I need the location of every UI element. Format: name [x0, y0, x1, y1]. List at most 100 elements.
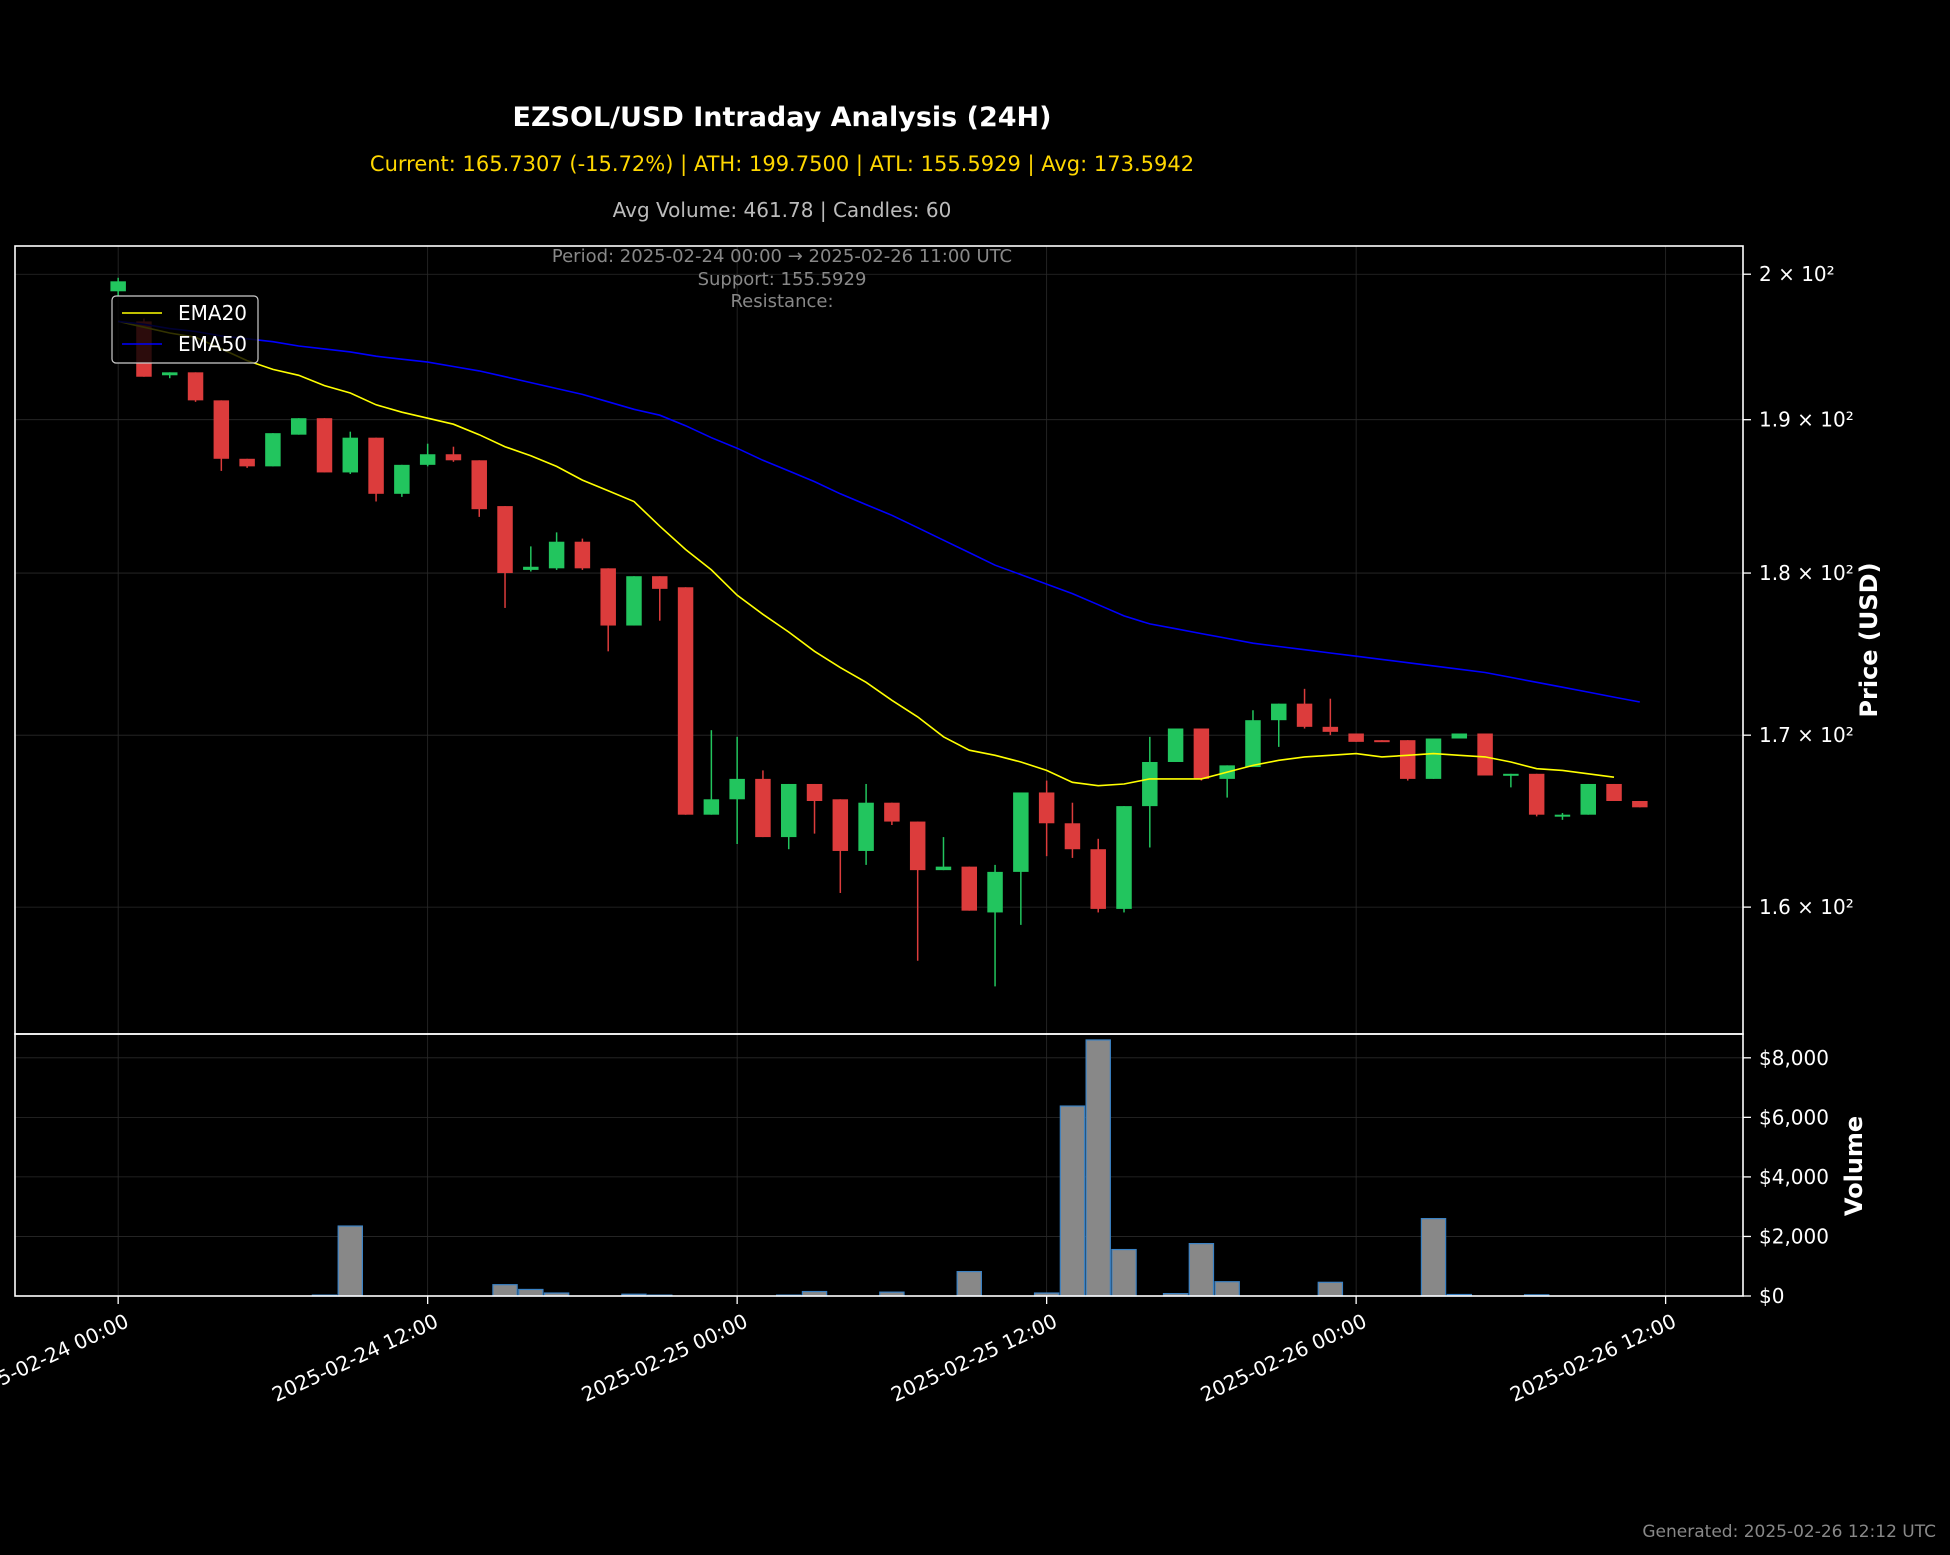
- candle: [394, 464, 410, 497]
- candle-body: [652, 576, 668, 589]
- candle-body: [1528, 773, 1545, 815]
- candle: [1322, 698, 1339, 736]
- volume-bar: [1214, 1281, 1240, 1297]
- candle-body: [1606, 783, 1622, 801]
- candle-body: [858, 802, 874, 851]
- candle-body: [239, 458, 255, 467]
- candle-body: [497, 506, 513, 574]
- candle: [342, 431, 359, 474]
- candle: [1554, 812, 1571, 820]
- candle: [265, 433, 281, 467]
- candle-body: [961, 866, 978, 911]
- candle: [1399, 740, 1416, 781]
- candle-body: [1425, 738, 1442, 779]
- candle: [858, 783, 874, 865]
- candle-body: [1013, 792, 1029, 872]
- candle-body: [626, 576, 642, 626]
- x-tick-label: 2025-02-25 12:00: [887, 1309, 1060, 1407]
- volume-bars: [311, 1039, 1550, 1297]
- candle: [1167, 728, 1184, 762]
- price-y-tick-label: 1.7 × 10²: [1759, 723, 1854, 747]
- volume-y-tick-label: $8,000: [1759, 1046, 1829, 1070]
- candle: [574, 538, 591, 570]
- candle-body: [1271, 703, 1287, 721]
- ema20-line: [118, 320, 1615, 787]
- x-axis: 2025-02-24 00:00 2025-02-24 12:00 2025-02-…: [0, 1296, 1680, 1407]
- candle-body: [1038, 792, 1055, 824]
- x-tick-label: 2025-02-25 00:00: [578, 1309, 751, 1407]
- candle: [703, 730, 720, 815]
- candle: [1245, 710, 1261, 768]
- candle: [471, 460, 487, 517]
- candle-body: [1090, 849, 1106, 909]
- candle: [600, 568, 616, 652]
- volume-bar: [492, 1284, 518, 1297]
- ema-lines: [118, 320, 1640, 787]
- candle-body: [1348, 733, 1364, 742]
- candle-body: [1580, 783, 1596, 815]
- legend: EMA20 EMA50: [111, 295, 259, 364]
- candle: [884, 802, 900, 826]
- candle: [1296, 688, 1313, 729]
- candle: [626, 576, 642, 626]
- volume-bar: [1188, 1242, 1215, 1297]
- price-y-tick-label: 1.9 × 10²: [1759, 408, 1854, 432]
- price-axis-label: Price (USD): [1855, 562, 1883, 717]
- candle: [1528, 773, 1545, 817]
- x-tick-label: 2025-02-26 00:00: [1197, 1309, 1370, 1407]
- candle-body: [1322, 726, 1339, 732]
- candle: [1116, 806, 1132, 913]
- candle-body: [162, 372, 178, 376]
- candle-body: [419, 454, 436, 465]
- candle: [729, 736, 745, 845]
- candle-body: [935, 866, 952, 871]
- candle-body: [213, 400, 230, 459]
- candle-body: [368, 437, 384, 494]
- candle-body: [832, 799, 849, 851]
- candle: [806, 783, 823, 834]
- candle-body: [780, 783, 797, 838]
- candle: [1503, 773, 1519, 788]
- generated-timestamp: Generated: 2025-02-26 12:12 UTC: [1642, 1522, 1936, 1542]
- volume-y-tick-label: $2,000: [1759, 1224, 1829, 1248]
- candle: [1090, 838, 1106, 913]
- candle: [652, 576, 668, 621]
- candle-body: [884, 802, 900, 822]
- candle-body: [574, 541, 591, 569]
- candle: [110, 277, 126, 296]
- x-tick-label: 2025-02-24 00:00: [0, 1309, 132, 1407]
- candle-body: [471, 460, 487, 510]
- volume-bar: [1111, 1248, 1137, 1297]
- candle: [909, 821, 926, 961]
- price-y-tick-label: 2 × 10²: [1759, 262, 1835, 286]
- candle: [1374, 740, 1390, 743]
- volume-bar: [337, 1225, 364, 1297]
- candle-body: [1193, 728, 1210, 779]
- candle-body: [316, 418, 333, 473]
- candle: [1271, 703, 1287, 747]
- candle-body: [1064, 823, 1081, 850]
- volume-bar: [1085, 1039, 1111, 1297]
- candle: [1013, 792, 1029, 925]
- candle: [935, 837, 952, 871]
- candle-body: [987, 871, 1003, 913]
- candle: [187, 372, 204, 402]
- legend-label-ema50: EMA50: [178, 332, 247, 356]
- volume-axis-label: Volume: [1840, 1116, 1868, 1216]
- candle: [548, 532, 565, 570]
- candle-body: [1245, 720, 1261, 768]
- price-y-tick-label: 1.6 × 10²: [1759, 895, 1854, 919]
- candle-body: [1632, 800, 1648, 808]
- candle-body: [755, 778, 771, 838]
- price-panel-frame: [14, 245, 1744, 1035]
- candle: [987, 864, 1003, 987]
- volume-bar: [1059, 1105, 1086, 1297]
- candle-body: [1554, 814, 1571, 817]
- candle-body: [1399, 740, 1416, 779]
- resistance-annotation: Resistance:: [730, 291, 833, 312]
- volume-panel-frame: [14, 1033, 1744, 1297]
- candle-body: [523, 566, 539, 570]
- stats-line: Current: 165.7307 (-15.72%) | ATH: 199.7…: [370, 152, 1194, 177]
- candle-body: [290, 418, 307, 435]
